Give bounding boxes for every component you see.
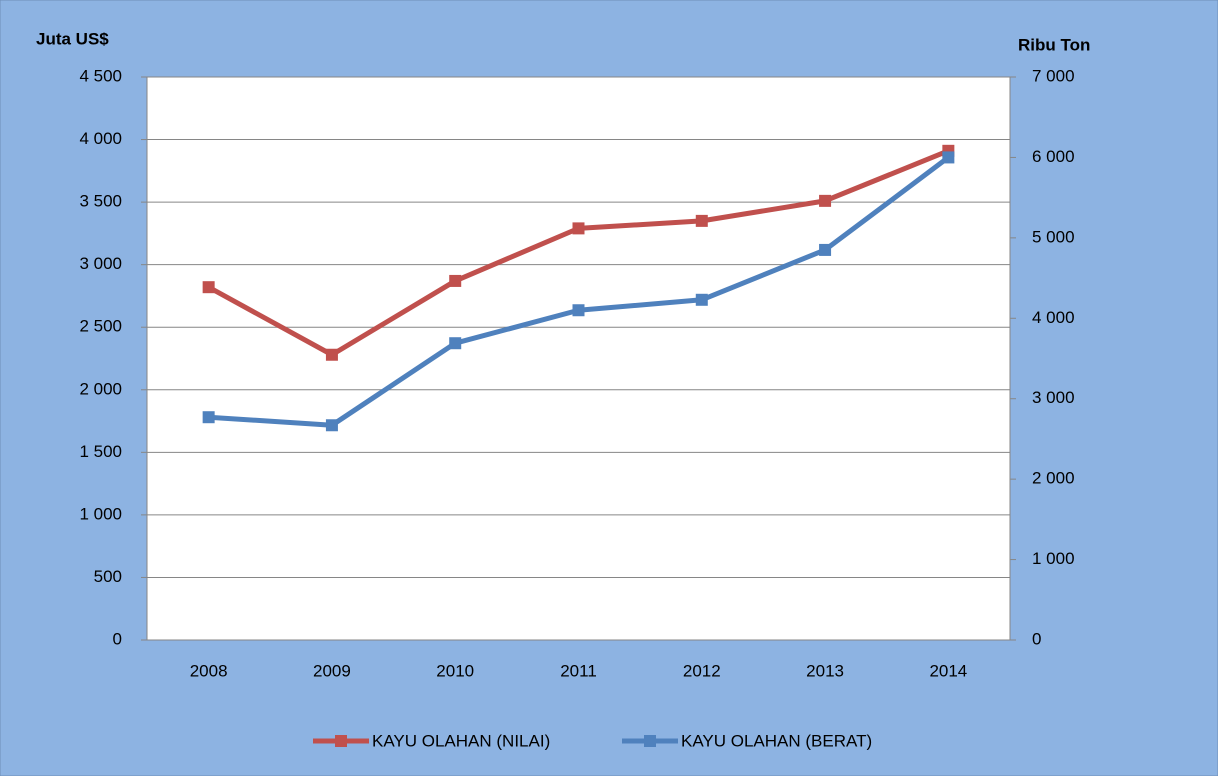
point-marker xyxy=(449,337,462,350)
point-marker xyxy=(325,419,338,432)
legend-label: KAYU OLAHAN (NILAI) xyxy=(372,731,550,750)
y2-tick-label: 1 000 xyxy=(1032,549,1075,568)
y-tick-label: 3 500 xyxy=(79,192,122,211)
legend-marker xyxy=(644,735,656,747)
point-marker xyxy=(572,304,585,317)
y-tick-label: 3 000 xyxy=(79,254,122,273)
y-tick-label: 0 xyxy=(113,629,122,648)
y-tick-label: 4 500 xyxy=(79,66,122,85)
plot-area xyxy=(147,77,1010,640)
y2-axis-label: Ribu Ton xyxy=(1018,35,1090,54)
y2-tick-label: 5 000 xyxy=(1032,227,1075,246)
x-tick-label: 2014 xyxy=(929,661,967,680)
y-tick-label: 500 xyxy=(94,567,122,586)
y2-tick-label: 2 000 xyxy=(1032,469,1075,488)
y-axis-label: Juta US$ xyxy=(36,29,109,48)
x-tick-label: 2012 xyxy=(683,661,721,680)
point-marker xyxy=(325,348,338,361)
y2-tick-label: 6 000 xyxy=(1032,147,1075,166)
point-marker xyxy=(695,214,708,227)
y2-tick-label: 0 xyxy=(1032,629,1041,648)
point-marker xyxy=(572,222,585,235)
x-tick-label: 2008 xyxy=(190,661,228,680)
y-tick-label: 4 000 xyxy=(79,129,122,148)
point-marker xyxy=(819,243,832,256)
point-marker xyxy=(695,293,708,306)
y-tick-label: 1 000 xyxy=(79,504,122,523)
x-tick-label: 2013 xyxy=(806,661,844,680)
y2-tick-label: 7 000 xyxy=(1032,66,1075,85)
y-tick-label: 2 000 xyxy=(79,379,122,398)
point-marker xyxy=(202,281,215,294)
y2-tick-label: 3 000 xyxy=(1032,388,1075,407)
x-tick-label: 2011 xyxy=(560,661,597,680)
point-marker xyxy=(942,151,955,164)
point-marker xyxy=(449,274,462,287)
legend-label: KAYU OLAHAN (BERAT) xyxy=(681,731,872,750)
point-marker xyxy=(819,194,832,207)
x-tick-label: 2009 xyxy=(313,661,351,680)
y2-tick-label: 4 000 xyxy=(1032,308,1075,327)
y-tick-label: 1 500 xyxy=(79,442,122,461)
x-tick-label: 2010 xyxy=(436,661,474,680)
y-tick-label: 2 500 xyxy=(79,317,122,336)
point-marker xyxy=(202,411,215,424)
legend-marker xyxy=(335,735,347,747)
